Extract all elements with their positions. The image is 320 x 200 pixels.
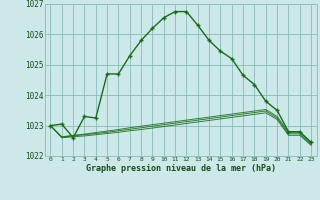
X-axis label: Graphe pression niveau de la mer (hPa): Graphe pression niveau de la mer (hPa) bbox=[86, 164, 276, 173]
